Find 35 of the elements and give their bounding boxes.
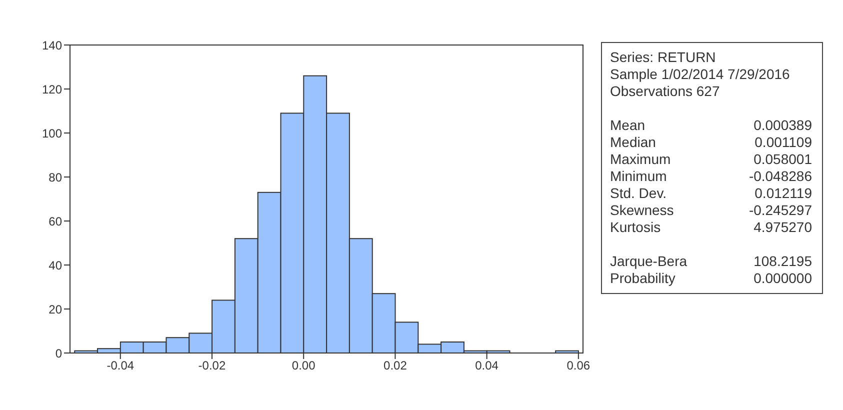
x-tick-label: 0.04 (475, 358, 499, 373)
text: 108.2195 (752, 253, 812, 270)
y-tick-label: 20 (48, 302, 62, 316)
text: Sample 1/02/2014 7/29/2016 (610, 66, 791, 83)
text: Observations 627 (610, 83, 721, 100)
text: Skewness (610, 202, 675, 219)
text: Series: RETURN (610, 49, 717, 66)
text: 0.001109 (754, 134, 812, 151)
text: Kurtosis (610, 219, 662, 236)
text: Mean (610, 117, 646, 134)
y-tick-label: 100 (42, 126, 62, 140)
text: Maximum (610, 151, 672, 168)
text: Jarque-Bera (610, 253, 688, 270)
text: 0.000389 (752, 117, 812, 134)
y-tick-label: 140 (42, 38, 62, 52)
text: Std. Dev. (610, 185, 668, 202)
y-tick-label: 80 (48, 170, 62, 184)
y-tick-label: 0 (55, 346, 62, 360)
text: 0.058001 (752, 151, 812, 168)
x-tick-label: 0.06 (566, 358, 590, 373)
y-tick-label: 40 (48, 258, 62, 272)
x-tick-label: 0.00 (292, 358, 316, 373)
y-tick-label: 60 (48, 214, 62, 228)
x-tick-label: 0.02 (384, 358, 408, 373)
text: -0.048286 (748, 168, 812, 185)
text: -0.245297 (748, 202, 812, 219)
text: Probability (610, 270, 676, 287)
x-tick-label: -0.04 (106, 358, 134, 373)
text: Median (610, 134, 657, 151)
text: Minimum (610, 168, 668, 185)
text: 4.975270 (752, 219, 812, 236)
y-tick-label: 120 (42, 82, 62, 96)
x-tick-label: -0.02 (198, 358, 226, 373)
text: 0.000000 (752, 270, 812, 287)
text: 0.012119 (754, 185, 812, 202)
